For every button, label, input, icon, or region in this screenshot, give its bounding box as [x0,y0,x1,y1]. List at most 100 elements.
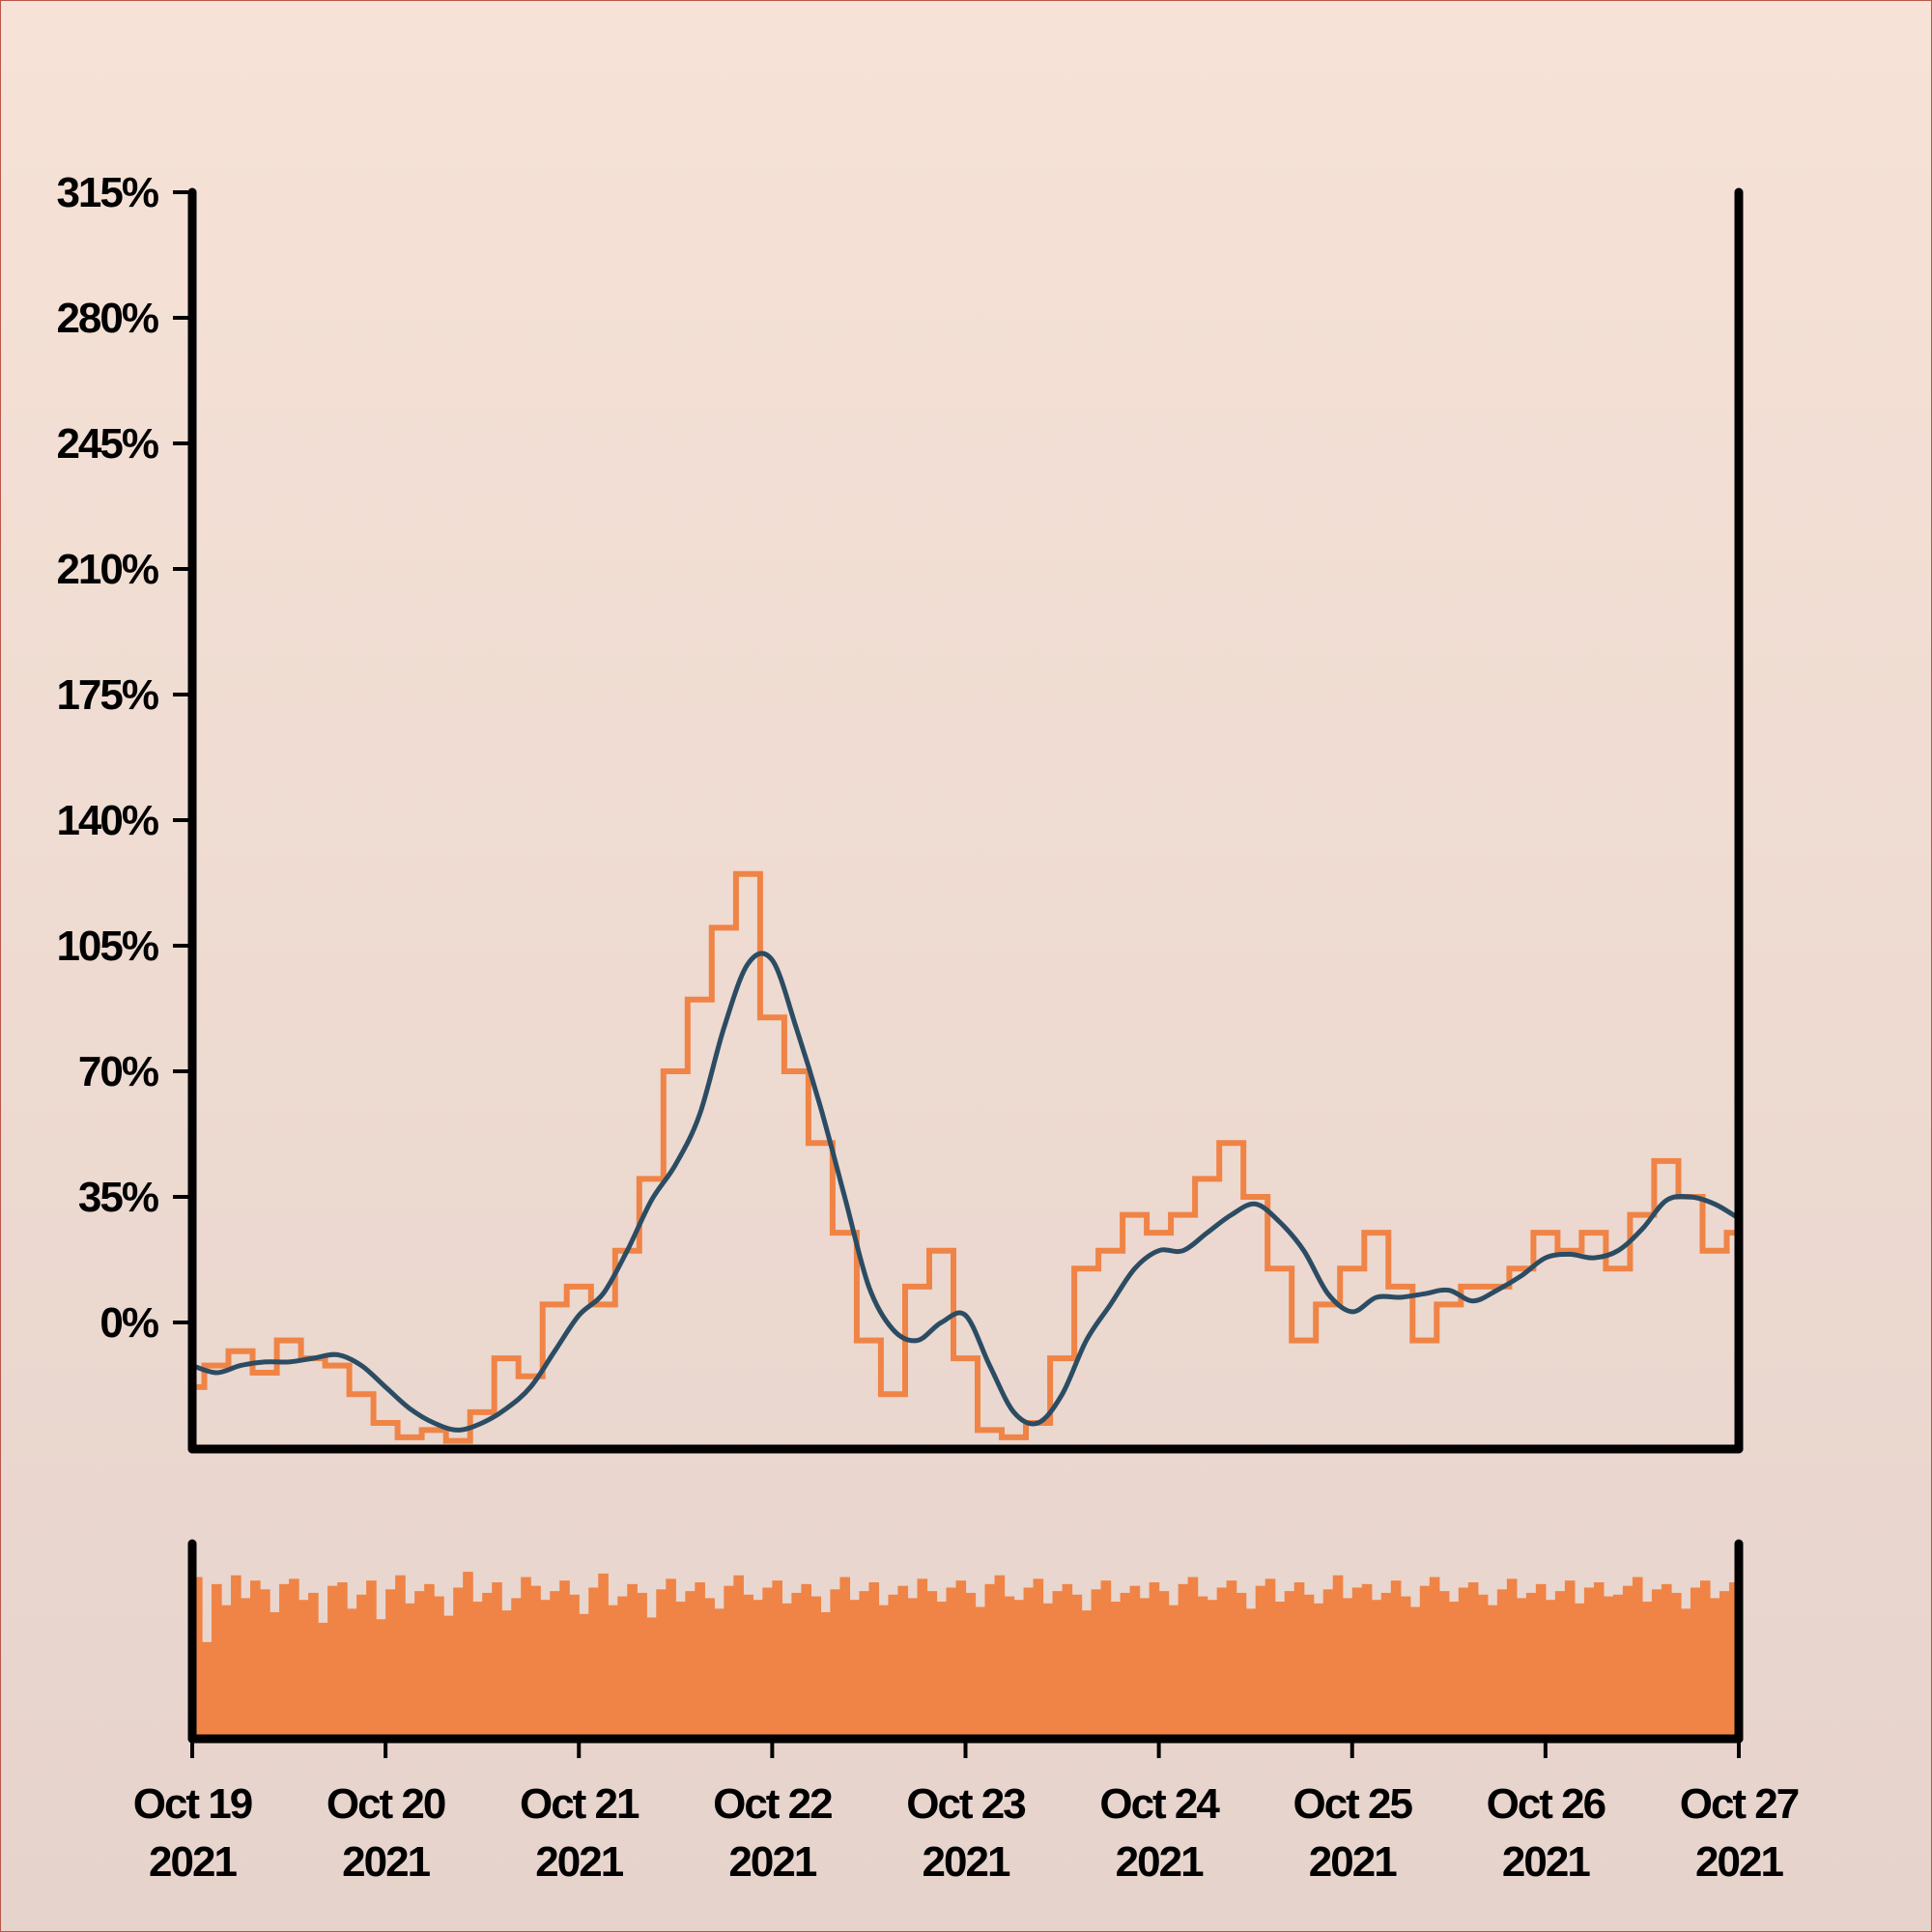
volume-bar [1013,1600,1025,1739]
volume-bar [830,1589,841,1739]
volume-bar [337,1582,348,1739]
volume-bar [356,1594,367,1739]
volume-bar [1110,1602,1122,1739]
volume-bar [1612,1594,1624,1739]
volume-bar [1419,1585,1431,1739]
volume-bar [202,1641,213,1739]
volume-bar [637,1592,647,1739]
volume-bar [1429,1577,1440,1739]
volume-bar [1129,1585,1141,1739]
smoothed-series-line [191,951,1741,1433]
volume-bar [1255,1585,1266,1739]
volume-bar [791,1592,802,1739]
volume-bar [1120,1592,1131,1739]
volume-bar [260,1589,270,1739]
volume-bar [965,1592,977,1739]
volume-bar [414,1591,425,1739]
volume-bar [318,1622,328,1739]
y-tick-label: 140% [56,797,157,844]
volume-bar [1236,1592,1247,1739]
volume-bar [801,1583,811,1739]
volume-bar [733,1575,744,1739]
volume-bar [646,1617,657,1739]
volume-bar [1564,1580,1576,1739]
volume-bar [1322,1589,1334,1739]
x-tick-label-year: 2021 [1116,1838,1204,1886]
volume-bar [453,1587,464,1739]
volume-bar [897,1585,909,1739]
volume-bar [279,1583,290,1739]
volume-bar [1583,1587,1595,1739]
volume-bar [376,1619,386,1739]
volume-bar [1651,1589,1662,1739]
volume-bar [1593,1582,1605,1739]
volume-bar [810,1596,822,1739]
volume-bar [859,1591,870,1739]
volume-bar [472,1602,483,1739]
volume-bar [1661,1583,1672,1739]
axes [173,187,1744,1758]
volume-bar [308,1592,319,1739]
y-tick-label: 175% [56,671,157,719]
volume-bar [1458,1587,1469,1739]
volume-bar [1207,1600,1218,1739]
volume-bar [1709,1598,1720,1739]
volume-bar [1728,1582,1740,1739]
volume-bar [250,1580,261,1739]
volume-bar [1400,1596,1411,1739]
x-tick-label-date: Oct 22 [713,1780,832,1828]
x-tick-label-year: 2021 [1309,1838,1397,1886]
x-tick-label-year: 2021 [149,1838,237,1886]
volume-bar [975,1606,986,1739]
volume-bar [1487,1605,1498,1739]
volume-bar [1071,1594,1083,1739]
volume-bar [231,1575,242,1739]
volume-bar [1622,1585,1634,1739]
volume-bar [1719,1591,1730,1739]
volume-bar [298,1600,309,1739]
volume-bar [511,1598,522,1739]
x-tick-label-year: 2021 [728,1838,816,1886]
volume-bar [1680,1608,1691,1739]
volume-bar [1293,1582,1305,1739]
volume-bar [434,1596,444,1739]
volume-bar [1216,1587,1228,1739]
volume-bar [704,1598,715,1739]
volume-bar [1409,1606,1421,1739]
x-tick-label-date: Oct 19 [133,1780,252,1828]
x-tick-label-year: 2021 [342,1838,430,1886]
y-tick-label: 245% [56,420,157,468]
volume-bar [839,1577,851,1739]
volume-bar [540,1600,551,1739]
volume-bar [762,1587,773,1739]
volume-bar [781,1603,792,1739]
volume-bar [1187,1577,1199,1739]
volume-bar [1091,1589,1102,1739]
volume-bar [695,1582,705,1739]
volume-bar [627,1583,638,1739]
volume-bar [1062,1583,1073,1739]
volume-bar [849,1600,861,1739]
volume-bar [1670,1592,1682,1739]
volume-bar [1467,1582,1479,1739]
x-tick-label-date: Oct 26 [1487,1780,1605,1828]
volume-bar [1554,1591,1566,1739]
volume-bar [955,1580,967,1739]
volume-bar [724,1585,734,1739]
volume-bar [569,1594,580,1739]
volume-bar [685,1591,696,1739]
volume-bar [598,1573,609,1739]
volume-bar [347,1608,357,1739]
volume-bar [559,1580,570,1739]
volume-bar [1371,1600,1382,1739]
volume-bar [656,1589,667,1739]
y-tick-label: 0% [99,1299,157,1347]
volume-bar [1197,1596,1208,1739]
volume-bar [1081,1610,1093,1739]
volume-bar [463,1572,473,1739]
volume-bar [1033,1578,1044,1739]
volume-bar [1545,1600,1556,1739]
volume-bar [1158,1591,1170,1739]
volume-bar [714,1608,724,1739]
